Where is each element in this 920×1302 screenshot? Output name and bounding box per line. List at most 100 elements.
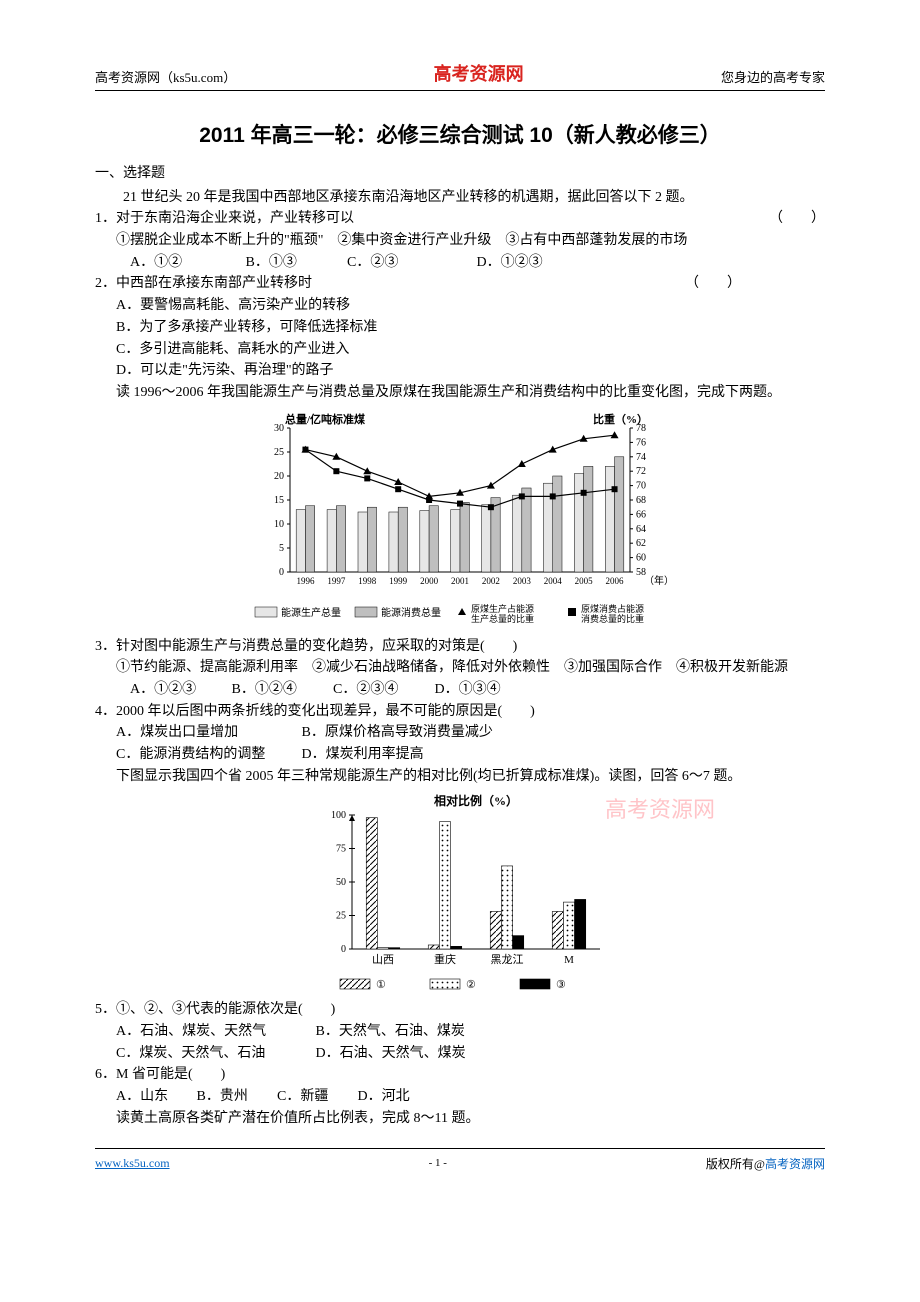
svg-text:③: ③: [556, 979, 566, 991]
footer-copyright-site: 高考资源网: [765, 1157, 825, 1171]
q5-opts-row2: C．煤炭、天然气、石油 D．石油、天然气、煤炭: [95, 1043, 825, 1065]
svg-text:2005: 2005: [575, 576, 594, 586]
q1-opt-b: B．①③: [246, 252, 344, 274]
svg-text:1996: 1996: [296, 576, 315, 586]
svg-text:72: 72: [636, 466, 646, 477]
q3-opt-d: D．①③④: [435, 679, 501, 701]
q5-stem: 5．①、②、③代表的能源依次是( ): [95, 999, 825, 1021]
q6-options: A．山东 B．贵州 C．新疆 D．河北: [95, 1086, 825, 1108]
svg-text:消费总量的比重: 消费总量的比重: [581, 613, 644, 624]
header-left: 高考资源网（ks5u.com）: [95, 67, 236, 86]
q1-opt-d: D．①②③: [477, 252, 543, 274]
q4-opts-row1: A．煤炭出口量增加 B．原煤价格高导致消费量减少: [95, 722, 825, 744]
svg-text:76: 76: [636, 437, 646, 448]
q2-stem: 2．中西部在承接东南部产业转移时: [95, 276, 312, 291]
footer-copyright-prefix: 版权所有@: [706, 1157, 765, 1171]
svg-text:1999: 1999: [389, 576, 408, 586]
page-footer: www.ks5u.com - 1 - 版权所有@高考资源网: [95, 1148, 825, 1172]
q2-stem-line: 2．中西部在承接东南部产业转移时 （ ）: [95, 273, 825, 295]
q1-opt-c: C．②③: [347, 252, 473, 274]
q1-statements: ①摆脱企业成本不断上升的"瓶颈" ②集中资金进行产业升级 ③占有中西部蓬勃发展的…: [95, 230, 825, 252]
svg-text:黑龙江: 黑龙江: [491, 953, 524, 966]
svg-text:25: 25: [336, 911, 346, 922]
svg-text:比重（%）: 比重（%）: [593, 412, 648, 426]
q3-opt-a: A．①②③: [130, 679, 228, 701]
q2-blank: （ ）: [685, 273, 741, 295]
q4-opt-c: C．能源消费结构的调整: [116, 744, 298, 766]
svg-text:60: 60: [636, 552, 646, 563]
footer-url: www.ks5u.com: [95, 1156, 170, 1171]
svg-text:生产总量的比重: 生产总量的比重: [471, 613, 534, 624]
page-header: 高考资源网（ks5u.com） 高考资源网 您身边的高考专家: [95, 60, 825, 91]
svg-text:重庆: 重庆: [434, 952, 456, 966]
footer-copyright: 版权所有@高考资源网: [706, 1155, 825, 1172]
svg-text:100: 100: [331, 810, 346, 821]
q4-opts-row2: C．能源消费结构的调整 D．煤炭利用率提高: [95, 744, 825, 766]
q5-opt-d: D．石油、天然气、煤炭: [316, 1043, 466, 1065]
svg-text:1997: 1997: [327, 576, 346, 586]
svg-text:1998: 1998: [358, 576, 377, 586]
svg-text:20: 20: [274, 471, 284, 482]
q1-stem-line: 1．对于东南沿海企业来说，产业转移可以 （ ）: [95, 208, 825, 230]
svg-text:①: ①: [376, 979, 386, 991]
svg-text:50: 50: [336, 877, 346, 888]
svg-text:原煤消费占能源: 原煤消费占能源: [581, 603, 644, 614]
svg-text:2001: 2001: [451, 576, 469, 586]
q4-post-text: 下图显示我国四个省 2005 年三种常规能源生产的相对比例(均已折算成标准煤)。…: [95, 766, 825, 788]
q6-stem: 6．M 省可能是( ): [95, 1064, 825, 1086]
svg-text:2002: 2002: [482, 576, 500, 586]
q3-statements: ①节约能源、提高能源利用率 ②减少石油战略储备，降低对外依赖性 ③加强国际合作 …: [95, 657, 825, 679]
svg-text:68: 68: [636, 495, 646, 506]
header-center-logo: 高考资源网: [434, 60, 524, 86]
q6-opt-c: C．新疆: [277, 1086, 354, 1108]
chartA-legend: 能源生产总量能源消费总量原煤生产占能源生产总量的比重原煤消费占能源消费总量的比重: [95, 602, 825, 632]
svg-text:2000: 2000: [420, 576, 439, 586]
q3-options: A．①②③ B．①②④ C．②③④ D．①③④: [95, 679, 825, 701]
svg-text:5: 5: [279, 543, 284, 554]
intro-paragraph: 21 世纪头 20 年是我国中西部地区承接东南沿海地区产业转移的机遇期，据此回答…: [95, 187, 825, 209]
q3-opt-c: C．②③④: [333, 679, 431, 701]
svg-text:相对比例（%）: 相对比例（%）: [434, 793, 518, 808]
q2-opt-a: A．要警惕高耗能、高污染产业的转移: [95, 295, 825, 317]
q3-stem: 3．针对图中能源生产与消费总量的变化趋势，应采取的对策是( ): [95, 636, 825, 658]
q5-opt-b: B．天然气、石油、煤炭: [316, 1021, 465, 1043]
svg-text:能源消费总量: 能源消费总量: [381, 606, 441, 619]
svg-text:（年）: （年）: [644, 574, 674, 587]
q1-stem: 1．对于东南沿海企业来说，产业转移可以: [95, 211, 354, 226]
watermark-text: 高考资源网: [605, 793, 715, 827]
svg-text:25: 25: [274, 447, 284, 458]
q1-blank: （ ）: [769, 208, 825, 230]
q4-opt-d: D．煤炭利用率提高: [302, 744, 424, 766]
q5-opts-row1: A．石油、煤炭、天然气 B．天然气、石油、煤炭: [95, 1021, 825, 1043]
svg-text:10: 10: [274, 519, 284, 530]
proportion-chart: 高考资源网 相对比例（%） 0 25 50 75 100 山西 重庆 黑龙江 M ① ② ③: [95, 793, 825, 995]
svg-text:70: 70: [636, 480, 646, 491]
header-right: 您身边的高考专家: [721, 67, 825, 86]
q2-opt-d: D．可以走"先污染、再治理"的路子: [95, 360, 825, 382]
q4-stem: 4．2000 年以后图中两条折线的变化出现差异，最不可能的原因是( ): [95, 701, 825, 723]
q2-opt-c: C．多引进高能耗、高耗水的产业进入: [95, 339, 825, 361]
q3-opt-b: B．①②④: [232, 679, 330, 701]
section-heading: 一、选择题: [95, 163, 825, 185]
q4-opt-b: B．原煤价格高导致消费量减少: [302, 722, 493, 744]
svg-text:能源生产总量: 能源生产总量: [281, 606, 341, 619]
q5-opt-c: C．煤炭、天然气、石油: [116, 1043, 312, 1065]
svg-text:总量/亿吨标准煤: 总量/亿吨标准煤: [285, 412, 366, 426]
svg-text:0: 0: [341, 944, 346, 955]
svg-text:15: 15: [274, 495, 284, 506]
svg-text:②: ②: [466, 979, 476, 991]
svg-text:2004: 2004: [544, 576, 563, 586]
svg-text:0: 0: [279, 567, 284, 578]
svg-text:74: 74: [636, 451, 646, 462]
q6-opt-b: B．贵州: [197, 1086, 274, 1108]
q6-opt-a: A．山东: [116, 1086, 193, 1108]
svg-text:2003: 2003: [513, 576, 532, 586]
energy-chart: 0510152025305860626466687072747678总量/亿吨标…: [95, 410, 825, 632]
q6-opt-d: D．河北: [358, 1086, 410, 1108]
svg-text:M: M: [564, 954, 574, 966]
q1-options: A．①② B．①③ C．②③ D．①②③: [95, 252, 825, 274]
svg-text:2006: 2006: [606, 576, 625, 586]
svg-text:75: 75: [336, 844, 346, 855]
svg-text:山西: 山西: [372, 953, 394, 966]
q2-opt-b: B．为了多承接产业转移，可降低选择标准: [95, 317, 825, 339]
